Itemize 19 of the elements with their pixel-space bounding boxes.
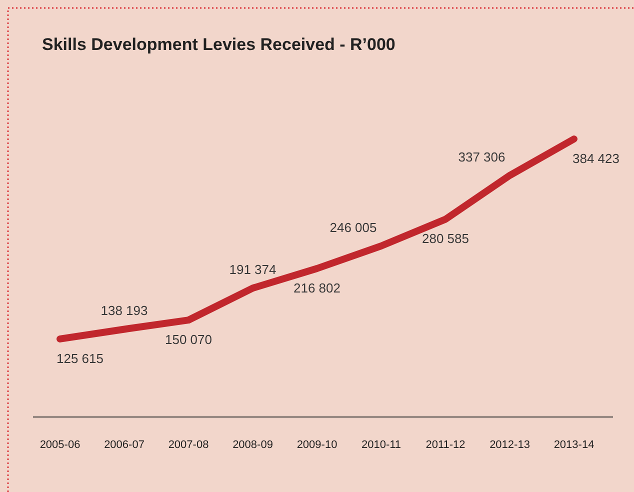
x-tick-label: 2007-08 bbox=[168, 439, 209, 451]
data-label: 337 306 bbox=[458, 149, 506, 164]
data-label: 246 005 bbox=[330, 220, 377, 235]
x-tick-label: 2005-06 bbox=[40, 439, 80, 451]
chart-title: Skills Development Levies Received - R’000 bbox=[42, 35, 396, 54]
data-label: 138 193 bbox=[100, 303, 148, 318]
x-tick-label: 2008-09 bbox=[232, 439, 273, 451]
data-label: 191 374 bbox=[229, 262, 276, 278]
data-label: 384 423 bbox=[572, 151, 620, 166]
data-label: 280 585 bbox=[422, 231, 469, 246]
data-label: 125 615 bbox=[56, 350, 104, 366]
data-label: 216 802 bbox=[294, 280, 340, 296]
x-tick-label: 2006-07 bbox=[104, 439, 144, 451]
x-tick-label: 2009-10 bbox=[296, 439, 338, 451]
x-tick-label: 2012-13 bbox=[490, 439, 530, 451]
data-label: 150 070 bbox=[165, 332, 212, 348]
x-tick-label: 2010-11 bbox=[361, 439, 402, 451]
x-tick-label: 2011-12 bbox=[426, 439, 466, 451]
x-tick-label: 2013-14 bbox=[554, 439, 594, 451]
